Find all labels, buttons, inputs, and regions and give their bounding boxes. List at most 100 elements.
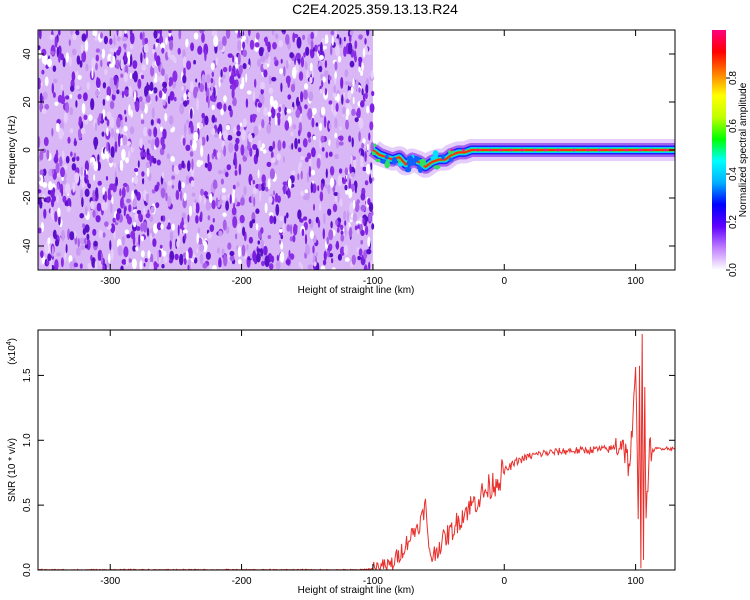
noise-speckle — [233, 151, 237, 163]
noise-speckle — [158, 35, 164, 45]
noise-speckle — [256, 252, 261, 263]
noise-speckle — [87, 262, 93, 270]
noise-speckle — [187, 247, 193, 259]
noise-speckle — [95, 77, 101, 88]
noise-speckle — [112, 217, 116, 223]
noise-speckle — [69, 94, 73, 99]
noise-speckle — [309, 158, 312, 168]
noise-speckle — [328, 253, 334, 258]
noise-speckle — [125, 256, 129, 267]
noise-speckle — [177, 47, 181, 55]
noise-speckle — [164, 73, 168, 85]
y-tick-label: 20 — [22, 96, 33, 108]
noise-speckle — [99, 50, 102, 55]
noise-speckle — [143, 262, 146, 267]
noise-speckle — [324, 89, 327, 96]
noise-speckle — [352, 96, 355, 105]
noise-speckle — [218, 76, 221, 88]
noise-speckle — [105, 176, 109, 181]
noise-speckle — [62, 195, 67, 203]
noise-speckle — [353, 159, 357, 169]
noise-speckle — [280, 82, 283, 93]
noise-speckle — [157, 250, 160, 263]
noise-speckle — [38, 45, 41, 51]
noise-speckle — [116, 30, 119, 37]
noise-speckle — [64, 252, 67, 262]
noise-speckle — [361, 62, 364, 71]
noise-speckle — [325, 168, 328, 179]
noise-speckle — [173, 165, 179, 174]
noise-speckle — [84, 188, 90, 197]
noise-speckle — [218, 41, 224, 51]
noise-speckle — [175, 189, 180, 201]
noise-speckle — [140, 52, 143, 64]
noise-speckle — [300, 91, 304, 103]
noise-speckle — [101, 131, 105, 137]
noise-speckle — [345, 119, 349, 130]
noise-speckle — [178, 163, 183, 171]
noise-speckle — [310, 39, 314, 50]
noise-speckle — [290, 170, 296, 176]
noise-speckle — [54, 234, 58, 240]
noise-speckle — [278, 40, 284, 48]
noise-speckle — [370, 161, 373, 171]
noise-speckle — [261, 174, 266, 184]
noise-speckle — [43, 136, 49, 147]
signal-blob — [419, 158, 426, 167]
noise-speckle — [120, 58, 124, 70]
noise-speckle — [170, 156, 175, 162]
noise-speckle — [169, 250, 175, 262]
noise-speckle — [321, 79, 324, 88]
noise-speckle — [187, 214, 190, 223]
y-tick-label: 40 — [22, 48, 33, 60]
noise-speckle — [199, 30, 205, 34]
noise-speckle — [63, 164, 68, 171]
noise-speckle — [127, 150, 131, 159]
noise-speckle — [361, 254, 364, 265]
noise-speckle — [354, 185, 357, 194]
noise-speckle — [300, 156, 305, 161]
noise-speckle — [351, 108, 356, 116]
noise-speckle — [44, 244, 49, 254]
noise-speckle — [308, 218, 312, 224]
noise-speckle — [207, 232, 212, 239]
noise-speckle — [151, 189, 156, 194]
noise-speckle — [317, 219, 321, 228]
noise-speckle — [110, 146, 115, 159]
noise-speckle — [207, 153, 210, 165]
noise-speckle — [186, 60, 192, 70]
noise-speckle — [38, 136, 41, 148]
noise-speckle — [209, 264, 213, 270]
noise-speckle — [172, 70, 178, 83]
noise-speckle — [304, 61, 308, 70]
noise-speckle — [322, 76, 326, 83]
noise-speckle — [95, 215, 101, 223]
noise-speckle — [254, 42, 260, 48]
noise-speckle — [302, 138, 308, 148]
noise-speckle — [156, 123, 160, 130]
x-tick-label: -300 — [100, 276, 120, 287]
noise-speckle — [353, 50, 357, 61]
noise-speckle — [238, 259, 242, 265]
noise-speckle — [210, 77, 214, 84]
noise-speckle — [249, 39, 255, 50]
noise-speckle — [310, 31, 315, 40]
noise-speckle — [310, 169, 316, 176]
noise-speckle — [43, 53, 48, 66]
noise-speckle — [143, 207, 146, 216]
noise-speckle — [365, 225, 369, 236]
noise-speckle — [145, 193, 149, 204]
noise-speckle — [205, 251, 211, 260]
noise-speckle — [81, 103, 86, 114]
noise-speckle — [223, 103, 227, 112]
noise-speckle — [324, 60, 328, 69]
noise-speckle — [323, 212, 326, 225]
noise-speckle — [153, 126, 158, 138]
noise-speckle — [259, 93, 262, 100]
x-tick-label: 0 — [501, 576, 507, 587]
noise-speckle — [322, 259, 327, 266]
noise-speckle — [174, 96, 177, 102]
noise-speckle — [171, 175, 175, 180]
